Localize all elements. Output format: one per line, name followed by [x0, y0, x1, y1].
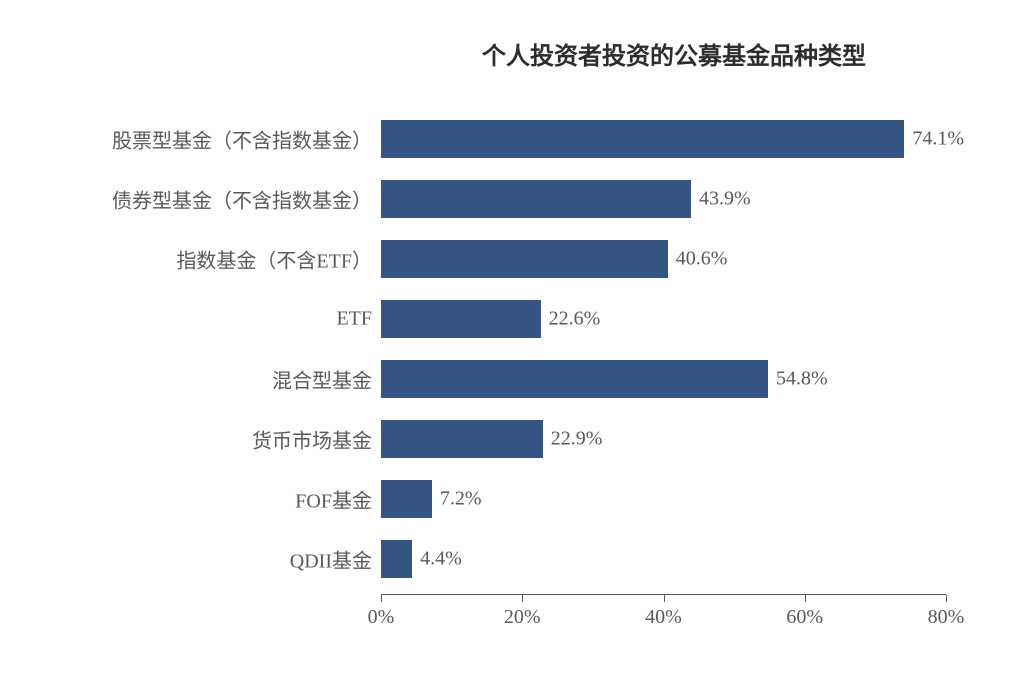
- x-tick-label: 60%: [786, 606, 823, 629]
- bar-value-label: 54.8%: [776, 368, 828, 391]
- bar-value-label: 40.6%: [676, 248, 728, 271]
- chart-title: 个人投资者投资的公募基金品种类型: [380, 36, 968, 71]
- bar: [381, 120, 904, 158]
- bar: [381, 300, 541, 338]
- bar-value-label: 74.1%: [912, 128, 964, 151]
- category-label: FOF基金: [295, 485, 372, 514]
- x-tick-mark: [522, 595, 523, 602]
- bar-value-label: 22.9%: [551, 428, 603, 451]
- bar: [381, 180, 691, 218]
- x-tick-label: 20%: [504, 606, 541, 629]
- x-tick-mark: [946, 595, 947, 602]
- category-label: QDII基金: [290, 545, 372, 574]
- x-tick-label: 40%: [645, 606, 682, 629]
- category-label: ETF: [336, 308, 372, 331]
- bar: [381, 540, 412, 578]
- bar-value-label: 43.9%: [699, 188, 751, 211]
- x-tick-label: 0%: [368, 606, 395, 629]
- bar: [381, 480, 432, 518]
- bar-value-label: 4.4%: [420, 548, 462, 571]
- x-tick-label: 80%: [928, 606, 965, 629]
- category-label: 货币市场基金: [252, 425, 372, 454]
- bar: [381, 360, 768, 398]
- category-label: 股票型基金（不含指数基金）: [112, 125, 372, 154]
- bar: [381, 420, 543, 458]
- x-tick-mark: [381, 595, 382, 602]
- bar-value-label: 22.6%: [549, 308, 601, 331]
- x-tick-mark: [805, 595, 806, 602]
- category-label: 指数基金（不含ETF）: [176, 245, 372, 274]
- bar-value-label: 7.2%: [440, 488, 482, 511]
- x-tick-mark: [664, 595, 665, 602]
- category-label: 债券型基金（不含指数基金）: [112, 185, 372, 214]
- plot-area: 74.1%43.9%40.6%22.6%54.8%22.9%7.2%4.4%0%…: [381, 105, 946, 595]
- bar: [381, 240, 668, 278]
- chart-container: 个人投资者投资的公募基金品种类型 74.1% 43.9% 40.6% 22.6% 54.…: [0, 0, 1028, 688]
- category-label: 混合型基金: [272, 365, 372, 394]
